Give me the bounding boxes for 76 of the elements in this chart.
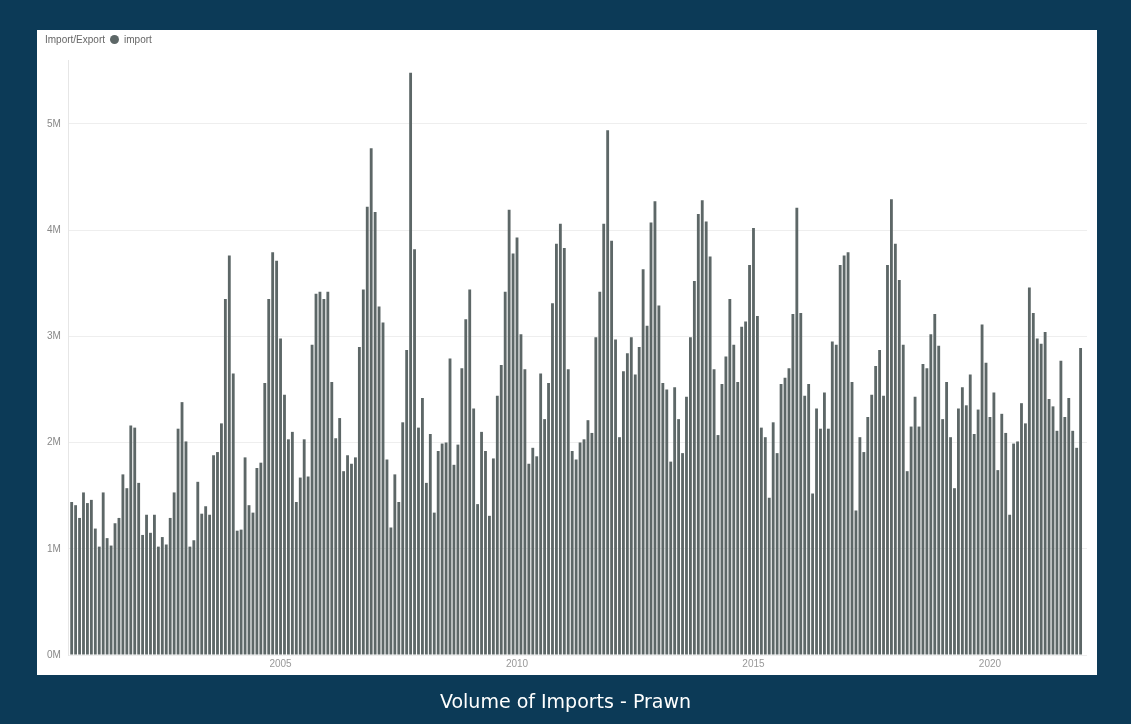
bar	[271, 252, 275, 655]
x-tick-label: 2005	[269, 657, 293, 669]
y-tick-label: 3M	[46, 330, 61, 341]
bar	[428, 434, 432, 655]
bar	[133, 427, 137, 655]
bar	[807, 384, 811, 655]
bar	[101, 492, 105, 655]
bar	[153, 514, 156, 655]
bar	[968, 374, 972, 655]
bar	[507, 209, 511, 655]
x-tick-label: 2020	[978, 657, 1002, 669]
bar	[960, 387, 964, 655]
bar	[346, 455, 349, 655]
bar	[121, 474, 125, 655]
bar	[842, 255, 846, 655]
text: Volume of Imports - Prawn	[438, 690, 693, 712]
bar	[728, 299, 732, 655]
bar	[1079, 347, 1083, 655]
bar	[480, 431, 483, 655]
bar	[1012, 443, 1016, 655]
bar	[1043, 332, 1047, 655]
bar	[89, 499, 93, 655]
y-tick-label: 0M	[46, 648, 61, 660]
bar	[145, 514, 148, 655]
bar	[82, 492, 85, 655]
bar	[227, 255, 231, 655]
bar	[823, 392, 826, 655]
bar	[1027, 287, 1031, 655]
legend-label: import	[124, 34, 152, 45]
bar	[933, 313, 937, 655]
bar	[992, 392, 996, 655]
bar	[369, 148, 373, 655]
bar	[160, 537, 164, 655]
bar	[815, 408, 818, 655]
bar	[302, 439, 306, 655]
bar	[700, 200, 704, 655]
bar	[673, 387, 677, 655]
bar	[858, 437, 862, 655]
bar	[440, 443, 444, 655]
bar	[409, 72, 413, 655]
bar	[1020, 403, 1023, 655]
bar	[468, 289, 472, 655]
x-tick-label: 2010	[505, 657, 529, 669]
y-tick-label: 5M	[46, 117, 61, 129]
y-tick-label: 4M	[46, 223, 61, 235]
bar	[1059, 360, 1063, 655]
bar	[212, 455, 215, 655]
bar	[795, 207, 799, 655]
bar	[945, 381, 949, 655]
bar	[196, 481, 200, 655]
bar	[890, 199, 893, 655]
bar	[129, 425, 133, 655]
bar	[629, 337, 633, 655]
x-tick-label: 2015	[742, 657, 766, 669]
bar	[878, 350, 882, 655]
bar	[558, 223, 562, 655]
bar	[539, 373, 543, 655]
bar	[830, 341, 834, 655]
bar	[531, 447, 535, 655]
bar	[1000, 413, 1004, 655]
legend-title: Import/Export	[45, 34, 106, 45]
bar	[641, 269, 645, 655]
bar	[1067, 397, 1071, 655]
bar	[421, 397, 424, 655]
bar	[204, 506, 208, 655]
bar	[74, 505, 78, 655]
y-tick-label: 2M	[46, 436, 61, 448]
bar	[752, 227, 755, 655]
y-tick-label: 1M	[46, 542, 61, 554]
bar	[606, 130, 610, 655]
bar	[771, 422, 775, 655]
bar	[290, 431, 294, 655]
bar	[326, 291, 330, 655]
bar	[338, 418, 342, 655]
bar	[70, 502, 74, 655]
bar	[393, 474, 397, 655]
